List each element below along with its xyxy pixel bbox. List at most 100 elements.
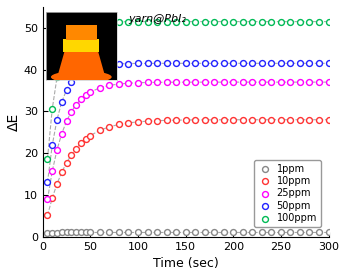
1ppm bbox=[97, 230, 103, 235]
10ppm bbox=[97, 128, 103, 132]
1ppm bbox=[49, 230, 55, 235]
50ppm bbox=[278, 61, 284, 66]
1ppm bbox=[78, 230, 84, 235]
1ppm bbox=[326, 230, 331, 235]
50ppm bbox=[88, 65, 93, 70]
1ppm bbox=[268, 230, 274, 235]
100ppm bbox=[88, 22, 93, 26]
100ppm bbox=[202, 19, 208, 24]
1ppm bbox=[88, 230, 93, 235]
100ppm bbox=[230, 19, 236, 24]
100ppm bbox=[240, 19, 246, 24]
50ppm bbox=[78, 70, 84, 74]
50ppm bbox=[107, 62, 112, 66]
100ppm bbox=[221, 19, 227, 24]
10ppm bbox=[164, 118, 169, 122]
50ppm bbox=[64, 88, 69, 92]
Legend: 1ppm, 10ppm, 25ppm, 50ppm, 100ppm: 1ppm, 10ppm, 25ppm, 50ppm, 100ppm bbox=[254, 160, 321, 227]
10ppm bbox=[211, 117, 217, 122]
10ppm bbox=[316, 117, 322, 122]
50ppm bbox=[69, 79, 74, 84]
100ppm bbox=[288, 19, 293, 24]
100ppm bbox=[192, 19, 198, 24]
1ppm bbox=[69, 230, 74, 235]
50ppm bbox=[164, 61, 169, 66]
1ppm bbox=[59, 230, 65, 235]
10ppm bbox=[278, 117, 284, 122]
1ppm bbox=[135, 230, 141, 235]
10ppm bbox=[173, 118, 179, 122]
10ppm bbox=[45, 213, 50, 218]
10ppm bbox=[64, 160, 69, 165]
50ppm bbox=[116, 61, 122, 66]
X-axis label: Time (sec): Time (sec) bbox=[153, 257, 219, 270]
25ppm bbox=[202, 80, 208, 84]
100ppm bbox=[135, 19, 141, 24]
25ppm bbox=[64, 119, 69, 123]
50ppm bbox=[268, 61, 274, 66]
100ppm bbox=[278, 19, 284, 24]
100ppm bbox=[316, 19, 322, 24]
1ppm bbox=[83, 230, 88, 235]
10ppm bbox=[288, 117, 293, 122]
1ppm bbox=[221, 230, 227, 235]
100ppm bbox=[73, 29, 79, 33]
50ppm bbox=[326, 61, 331, 66]
100ppm bbox=[107, 20, 112, 24]
25ppm bbox=[69, 110, 74, 114]
100ppm bbox=[268, 19, 274, 24]
50ppm bbox=[288, 61, 293, 66]
50ppm bbox=[240, 61, 246, 66]
50ppm bbox=[173, 61, 179, 66]
10ppm bbox=[54, 182, 60, 186]
1ppm bbox=[307, 230, 312, 235]
10ppm bbox=[107, 125, 112, 129]
25ppm bbox=[154, 80, 160, 84]
100ppm bbox=[145, 19, 150, 24]
50ppm bbox=[59, 100, 65, 104]
100ppm bbox=[54, 75, 60, 79]
1ppm bbox=[116, 230, 122, 235]
25ppm bbox=[78, 97, 84, 101]
10ppm bbox=[297, 117, 303, 122]
25ppm bbox=[83, 93, 88, 97]
50ppm bbox=[249, 61, 255, 66]
25ppm bbox=[173, 80, 179, 84]
100ppm bbox=[173, 19, 179, 24]
25ppm bbox=[249, 80, 255, 84]
1ppm bbox=[249, 230, 255, 235]
1ppm bbox=[316, 230, 322, 235]
25ppm bbox=[192, 80, 198, 84]
100ppm bbox=[249, 19, 255, 24]
25ppm bbox=[49, 169, 55, 173]
50ppm bbox=[154, 61, 160, 66]
10ppm bbox=[259, 117, 265, 122]
25ppm bbox=[54, 148, 60, 152]
1ppm bbox=[230, 230, 236, 235]
Text: yarn@PbI₂: yarn@PbI₂ bbox=[128, 14, 186, 24]
25ppm bbox=[288, 80, 293, 84]
10ppm bbox=[307, 117, 312, 122]
1ppm bbox=[145, 230, 150, 235]
100ppm bbox=[97, 20, 103, 25]
100ppm bbox=[164, 19, 169, 24]
25ppm bbox=[73, 102, 79, 107]
100ppm bbox=[307, 19, 312, 24]
25ppm bbox=[88, 90, 93, 94]
10ppm bbox=[59, 170, 65, 175]
25ppm bbox=[240, 80, 246, 84]
25ppm bbox=[126, 81, 131, 85]
10ppm bbox=[249, 117, 255, 122]
100ppm bbox=[183, 19, 189, 24]
1ppm bbox=[211, 230, 217, 235]
25ppm bbox=[259, 80, 265, 84]
50ppm bbox=[316, 61, 322, 66]
1ppm bbox=[126, 230, 131, 235]
1ppm bbox=[297, 230, 303, 235]
10ppm bbox=[192, 118, 198, 122]
100ppm bbox=[59, 55, 65, 59]
50ppm bbox=[230, 61, 236, 66]
10ppm bbox=[202, 118, 208, 122]
1ppm bbox=[64, 230, 69, 235]
25ppm bbox=[59, 131, 65, 136]
